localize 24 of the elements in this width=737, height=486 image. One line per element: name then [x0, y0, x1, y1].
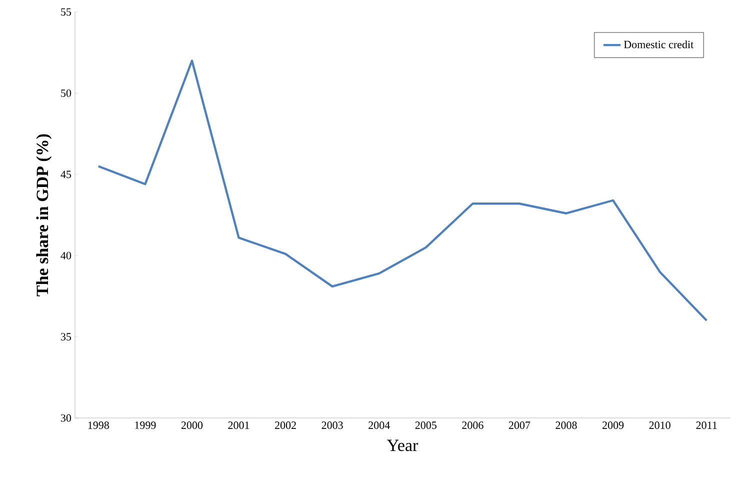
y-axis-title: The share in GDP (%)	[36, 134, 52, 296]
x-tick-label: 1998	[88, 422, 109, 429]
x-tick-label: 2007	[508, 422, 530, 429]
x-tick-label: 2011	[696, 422, 717, 429]
x-tick-label: 2004	[368, 422, 390, 429]
x-tick-label: 2003	[322, 422, 343, 429]
x-tick-label: 2002	[275, 422, 296, 429]
y-tick-label: 40	[60, 252, 72, 260]
x-tick-label: 2008	[556, 422, 577, 429]
x-tick-label: 2010	[649, 422, 670, 429]
y-tick-label: 45	[60, 170, 72, 178]
line-series	[97, 60, 708, 322]
y-tick-label: 55	[61, 8, 72, 16]
x-tick-label: 2000	[181, 422, 203, 429]
x-tick-label: 2009	[602, 422, 624, 429]
x-axis-title: Year	[387, 440, 418, 452]
x-tick-label: 2001	[228, 422, 250, 429]
y-tick-label: 35	[61, 333, 72, 340]
x-tick-label: 2006	[462, 422, 484, 429]
x-tick-label: 1999	[135, 422, 156, 429]
legend-label: Domestic credit	[624, 40, 694, 48]
y-tick-label: 50	[61, 89, 72, 97]
y-tick-label: 30	[61, 414, 72, 422]
x-tick-label: 2005	[415, 422, 436, 429]
